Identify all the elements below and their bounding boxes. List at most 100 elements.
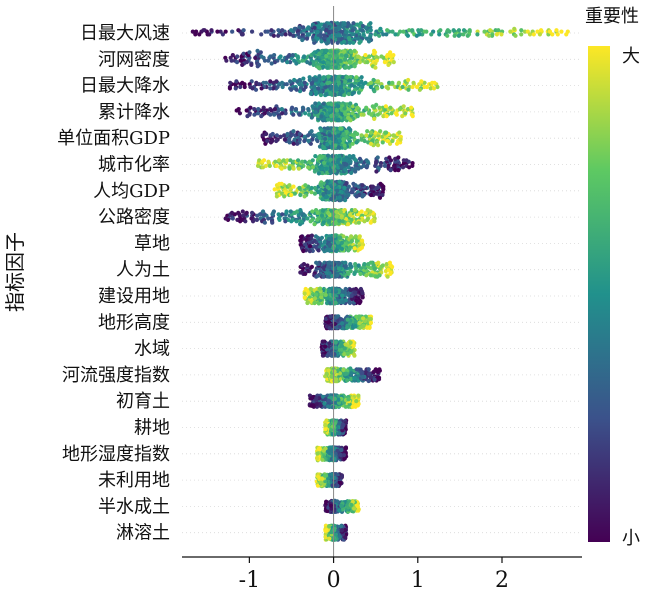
data-point xyxy=(379,183,385,188)
data-point xyxy=(326,288,332,293)
data-point xyxy=(270,131,275,137)
data-point xyxy=(324,166,329,171)
data-point xyxy=(323,85,328,90)
data-point xyxy=(364,133,369,138)
data-point xyxy=(512,26,517,31)
data-point xyxy=(336,77,341,82)
data-point xyxy=(325,80,330,86)
data-point xyxy=(351,21,356,26)
data-point xyxy=(288,158,293,163)
data-point xyxy=(326,101,331,106)
data-point xyxy=(368,84,374,90)
data-point xyxy=(309,190,314,195)
data-point xyxy=(316,131,321,137)
data-point xyxy=(322,160,327,165)
data-point xyxy=(428,86,433,91)
data-point xyxy=(400,165,406,170)
data-point xyxy=(368,192,374,198)
data-points xyxy=(190,20,570,542)
data-point xyxy=(312,296,317,301)
data-point xyxy=(410,114,415,119)
data-point xyxy=(291,112,296,117)
data-point xyxy=(435,84,440,90)
data-point xyxy=(554,28,559,33)
data-point xyxy=(339,164,344,170)
data-point xyxy=(259,86,264,91)
data-point xyxy=(336,117,341,122)
data-point xyxy=(359,133,364,138)
data-point xyxy=(317,66,322,71)
data-point xyxy=(419,28,424,33)
data-point xyxy=(322,75,327,80)
data-point xyxy=(290,53,295,58)
data-point xyxy=(271,33,276,38)
data-point xyxy=(360,291,365,296)
data-point xyxy=(537,32,543,37)
data-point xyxy=(354,140,359,145)
data-point xyxy=(274,133,279,138)
data-point xyxy=(337,153,342,159)
data-point xyxy=(417,87,422,92)
data-point xyxy=(274,163,279,168)
data-point xyxy=(207,32,212,37)
data-point xyxy=(287,53,292,58)
data-point xyxy=(320,208,326,213)
data-point xyxy=(375,86,380,91)
data-point xyxy=(354,298,359,303)
data-point xyxy=(296,166,301,171)
data-point xyxy=(353,290,358,295)
data-point xyxy=(360,295,365,300)
data-point xyxy=(318,182,324,188)
data-point xyxy=(353,324,358,329)
data-point xyxy=(353,169,358,174)
data-point xyxy=(236,210,241,215)
data-point xyxy=(377,33,382,38)
data-point xyxy=(343,65,348,70)
data-point xyxy=(260,209,266,214)
data-point xyxy=(235,54,240,59)
data-point xyxy=(306,107,311,112)
data-point xyxy=(356,220,361,225)
data-point xyxy=(384,114,389,119)
data-point xyxy=(329,196,334,202)
data-point xyxy=(325,142,330,147)
data-point xyxy=(291,166,296,171)
data-point xyxy=(340,289,345,294)
data-point xyxy=(465,33,470,38)
data-point xyxy=(302,242,308,247)
data-point xyxy=(317,189,322,194)
data-point xyxy=(315,210,320,215)
data-point xyxy=(289,219,294,224)
data-point xyxy=(228,80,233,85)
data-point xyxy=(369,112,374,117)
data-point xyxy=(336,244,341,250)
data-point xyxy=(461,28,467,33)
data-point xyxy=(282,194,287,199)
data-point xyxy=(337,261,342,266)
data-point xyxy=(315,36,320,41)
data-point xyxy=(508,29,513,34)
data-point xyxy=(327,107,332,112)
data-point xyxy=(271,209,276,214)
data-point xyxy=(261,105,266,110)
data-point xyxy=(359,137,364,142)
data-point xyxy=(317,51,322,57)
data-point xyxy=(348,159,353,164)
data-point xyxy=(319,49,324,54)
data-point xyxy=(380,263,385,268)
data-point xyxy=(349,170,354,175)
data-point xyxy=(318,105,323,110)
data-point xyxy=(270,220,275,225)
data-point xyxy=(233,86,238,91)
data-point xyxy=(322,23,327,28)
data-point xyxy=(277,115,282,120)
data-point xyxy=(381,32,386,37)
data-point xyxy=(347,40,352,45)
data-point xyxy=(377,105,382,110)
data-point xyxy=(344,53,349,58)
data-point xyxy=(351,154,356,159)
data-point xyxy=(297,131,302,137)
data-point xyxy=(285,60,290,65)
data-point xyxy=(259,114,264,119)
data-point xyxy=(242,84,247,90)
